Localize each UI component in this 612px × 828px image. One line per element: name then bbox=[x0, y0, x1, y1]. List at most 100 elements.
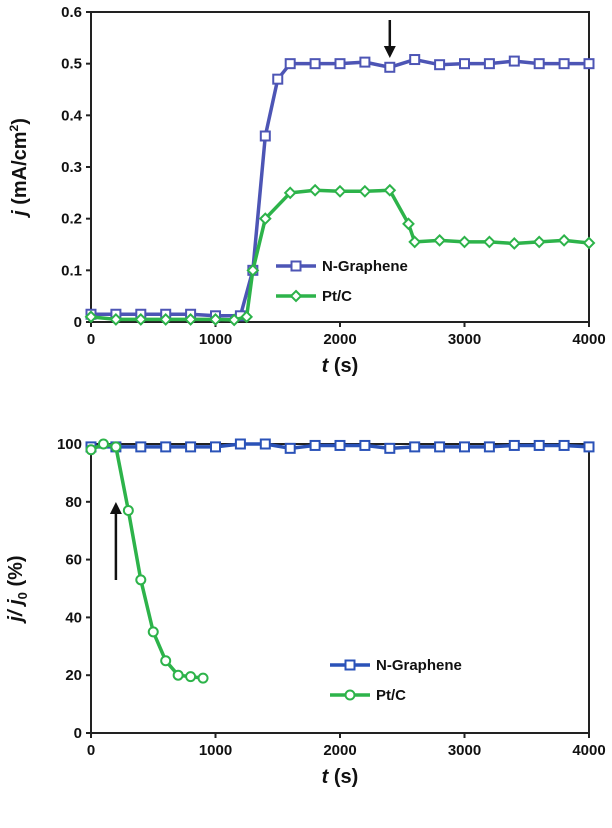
chart-2-series-1-point bbox=[558, 439, 570, 451]
chart-2-series-1-point bbox=[459, 441, 470, 453]
chart-1-series-1-point bbox=[459, 58, 470, 70]
chart-1-y-axis-var: j bbox=[9, 210, 31, 219]
chart-1-series-1-point bbox=[583, 58, 595, 70]
chart-1-series-2-point bbox=[240, 310, 254, 324]
chart-1-x-tick-label: 3000 bbox=[448, 331, 481, 348]
chart-1-x-axis-title: t (s) bbox=[322, 355, 359, 377]
chart-1-y-axis-close: ) bbox=[9, 118, 31, 125]
chart-2-legend-label: N-Graphene bbox=[376, 657, 462, 674]
chart-1-series-2-point bbox=[482, 235, 496, 249]
chart-1-legend-label: Pt/C bbox=[322, 288, 352, 305]
chart-2-series-1-point bbox=[434, 441, 446, 453]
chart-1-series-1-point bbox=[384, 61, 396, 73]
chart-2-series-1-point bbox=[483, 441, 495, 453]
chart-1-x-axis-var: t bbox=[322, 355, 330, 377]
chart-1-series-2-point bbox=[227, 313, 241, 327]
chart-1-series-1-point bbox=[533, 58, 545, 70]
chart-2-x-axis-unit: (s) bbox=[328, 766, 358, 788]
chart-1-y-axis-sup: 2 bbox=[7, 124, 21, 131]
chart-1-series-1-point bbox=[359, 56, 371, 68]
chart-2-series-2-point bbox=[110, 441, 122, 453]
chart-2-y-tick-label: 20 bbox=[65, 667, 82, 684]
chart-1-series-2-point bbox=[308, 183, 322, 197]
chart-2-x-axis-var: t bbox=[322, 766, 330, 788]
chart-2-series-1-point bbox=[234, 438, 246, 450]
chart-1-series-1-point bbox=[284, 58, 296, 70]
chart-1-series-2-point bbox=[507, 237, 521, 250]
chart-1-series-2-point bbox=[333, 184, 347, 198]
chart-2-series-2 bbox=[85, 438, 209, 684]
chart-2-y-axis-unit: (%) bbox=[5, 555, 27, 592]
chart-1-series-2-point bbox=[283, 186, 297, 200]
chart-1-x-tick-label: 1000 bbox=[199, 331, 232, 348]
chart-1-series-1-point bbox=[483, 58, 495, 70]
chart-1-y-axis-title: j (mA/cm2) bbox=[7, 118, 31, 219]
chart-1-arrow-head bbox=[383, 46, 396, 58]
chart-2-series-1-point bbox=[334, 439, 346, 451]
chart-2-y-axis-var: j/ j bbox=[5, 599, 27, 625]
chart-1-legend-label: N-Graphene bbox=[322, 258, 408, 275]
chart-1-annotation-arrow bbox=[383, 20, 396, 58]
chart-2-series-1-point bbox=[135, 441, 147, 453]
chart-2-legend-swatch-marker bbox=[344, 659, 356, 671]
chart-1-series-1-point bbox=[558, 58, 570, 70]
chart-2-series-1-point bbox=[160, 441, 172, 453]
chart-2-x-axis-title: t (s) bbox=[322, 766, 359, 788]
chart-2-series-2-point bbox=[197, 672, 209, 684]
chart-1-x-axis-unit: (s) bbox=[328, 355, 358, 377]
chart-1-series-2-point bbox=[582, 236, 596, 250]
chart-2-legend-label: Pt/C bbox=[376, 687, 406, 704]
chart-1-y-tick-label: 0.2 bbox=[61, 211, 82, 228]
chart-2-series-1-point bbox=[185, 441, 197, 453]
chart-1-series-1 bbox=[85, 54, 595, 322]
chart-1-series-2-point bbox=[246, 263, 260, 277]
chart-1-series-2-point bbox=[209, 313, 222, 326]
chart-1-series-2-point bbox=[532, 235, 546, 249]
chart-2-series-1-point bbox=[583, 441, 595, 453]
chart-2-x-tick-label: 0 bbox=[87, 742, 95, 759]
chart-2-series-1 bbox=[85, 438, 595, 454]
chart-1-series-2-point bbox=[258, 212, 272, 226]
chart-2-series-2-line bbox=[90, 442, 204, 680]
chart-2-series-2-point bbox=[97, 438, 109, 450]
chart-1-x-tick-label: 2000 bbox=[323, 331, 356, 348]
chart-1-series-2-point bbox=[557, 233, 571, 247]
chart-1-series-1-point bbox=[409, 54, 421, 66]
chart-2-series-2-point bbox=[135, 574, 147, 586]
chart-1-x-tick-label: 4000 bbox=[572, 331, 605, 348]
chart-2-series-2-point bbox=[172, 669, 184, 681]
chart-2-annotation-arrow bbox=[109, 502, 122, 580]
chart-1-y-tick-label: 0.4 bbox=[61, 107, 83, 124]
chart-1-series-2-point bbox=[433, 233, 447, 247]
chart-1-series-2-point bbox=[383, 183, 397, 197]
chart-2-series-1-point bbox=[359, 439, 371, 451]
chart-2-series-1-point bbox=[384, 442, 396, 454]
chart-2-series-2-point bbox=[160, 655, 172, 667]
chart-2-series-1-point bbox=[259, 438, 271, 450]
chart-1-y-tick-label: 0 bbox=[74, 314, 82, 331]
chart-2-y-tick-label: 0 bbox=[74, 725, 82, 742]
chart-1-series-2-point bbox=[159, 313, 173, 326]
chart-2-x-tick-label: 3000 bbox=[448, 742, 481, 759]
chart-2-y-tick-label: 80 bbox=[65, 494, 82, 511]
chart-2-series-1-point bbox=[309, 439, 321, 451]
chart-1-y-tick-label: 0.3 bbox=[61, 159, 82, 176]
chart-1-legend-swatch-marker bbox=[289, 289, 303, 303]
chart-1-series-1-point bbox=[434, 59, 446, 71]
chart-2-series-1-point bbox=[508, 439, 520, 451]
chart-1: 0 0.1 0.2 0.3 0.4 0.5 0.6 0 1000 2000 3000 4000 t (s… bbox=[7, 4, 606, 377]
chart-2-y-tick-label: 100 bbox=[57, 436, 82, 453]
chart-2-arrow-head bbox=[109, 502, 122, 514]
chart-1-legend-swatch-marker bbox=[290, 260, 302, 272]
chart-2-series-1-point bbox=[210, 441, 221, 453]
chart-2-x-tick-label: 4000 bbox=[572, 742, 605, 759]
chart-2-series-2-point bbox=[122, 504, 134, 516]
chart-2-series-1-point bbox=[533, 439, 545, 451]
chart-1-series-1-point bbox=[272, 73, 284, 85]
chart-1-series-2-point bbox=[84, 310, 98, 324]
chart-2-y-axis-title: j/ j0 (%) bbox=[5, 555, 30, 624]
chart-1-y-tick-label: 0.1 bbox=[61, 262, 82, 279]
chart-1-series-1-point bbox=[259, 130, 271, 142]
chart-2-series-2-point bbox=[147, 626, 159, 638]
